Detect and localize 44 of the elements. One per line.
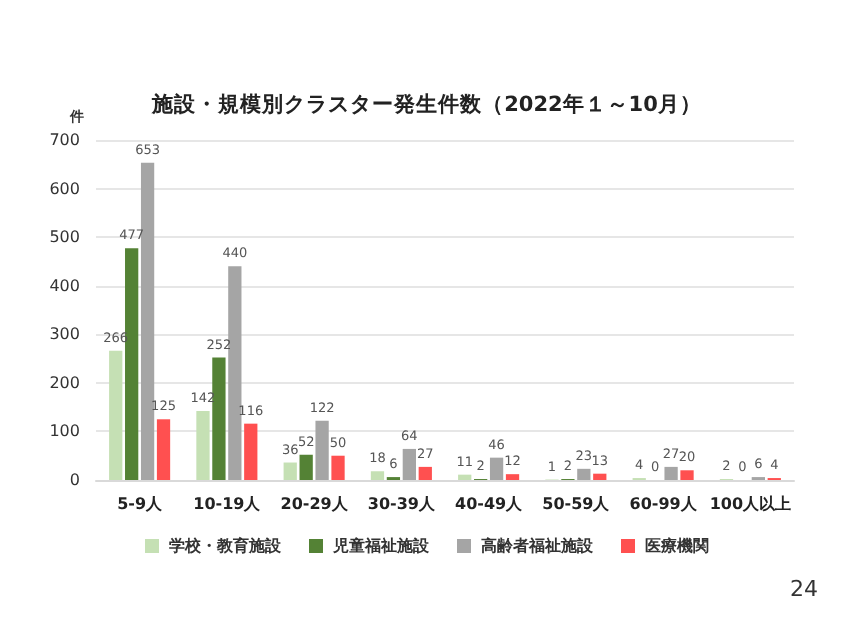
y-tick-label: 0 <box>69 471 80 489</box>
bar <box>680 470 694 480</box>
y-tick-label: 100 <box>49 422 80 441</box>
y-tick-label: 400 <box>49 276 80 295</box>
bar <box>489 457 504 480</box>
bar <box>331 455 345 480</box>
x-tick-label: 30-39人 <box>367 495 437 513</box>
bar <box>244 423 258 480</box>
y-tick-label: 200 <box>49 373 80 392</box>
bar <box>212 357 226 480</box>
bar <box>593 473 607 480</box>
bar <box>283 462 297 480</box>
x-tick-label: 60-99人 <box>629 495 699 513</box>
bar <box>315 420 329 480</box>
x-tick-label: 5-9人 <box>117 495 165 513</box>
bar <box>664 466 678 480</box>
y-tick-label: 500 <box>49 228 80 247</box>
chart-title: 施設・規模別クラスター発生件数（2022年１～10月） <box>150 91 702 117</box>
x-tick-label: 40-49人 <box>455 495 525 513</box>
bar <box>418 466 432 480</box>
bar <box>402 448 416 480</box>
bar <box>505 474 520 480</box>
bar <box>196 411 210 480</box>
y-tick-label: 300 <box>49 325 80 344</box>
x-tick-label: 50-59人 <box>542 495 612 513</box>
y-tick-label: 700 <box>49 131 80 149</box>
legend-label: 学校・教育施設 <box>169 535 283 555</box>
y-tick-label: 600 <box>49 179 80 198</box>
bar <box>577 468 591 480</box>
legend-label: 高齢者福祉施設 <box>481 535 595 555</box>
bar <box>125 248 139 480</box>
x-tick-label: 100人以上 <box>709 495 792 513</box>
bar <box>458 474 472 480</box>
x-tick-label: 10-19人 <box>193 495 263 513</box>
legend-label: 児童福祉施設 <box>331 535 431 555</box>
bar <box>228 266 242 480</box>
bar <box>156 419 171 480</box>
legend-label: 医療機関 <box>645 535 709 555</box>
text: 24 <box>790 576 819 602</box>
bar <box>140 162 155 480</box>
bar <box>109 350 123 480</box>
bar <box>299 454 313 480</box>
bar <box>370 471 385 480</box>
x-tick-label: 20-29人 <box>280 495 350 513</box>
